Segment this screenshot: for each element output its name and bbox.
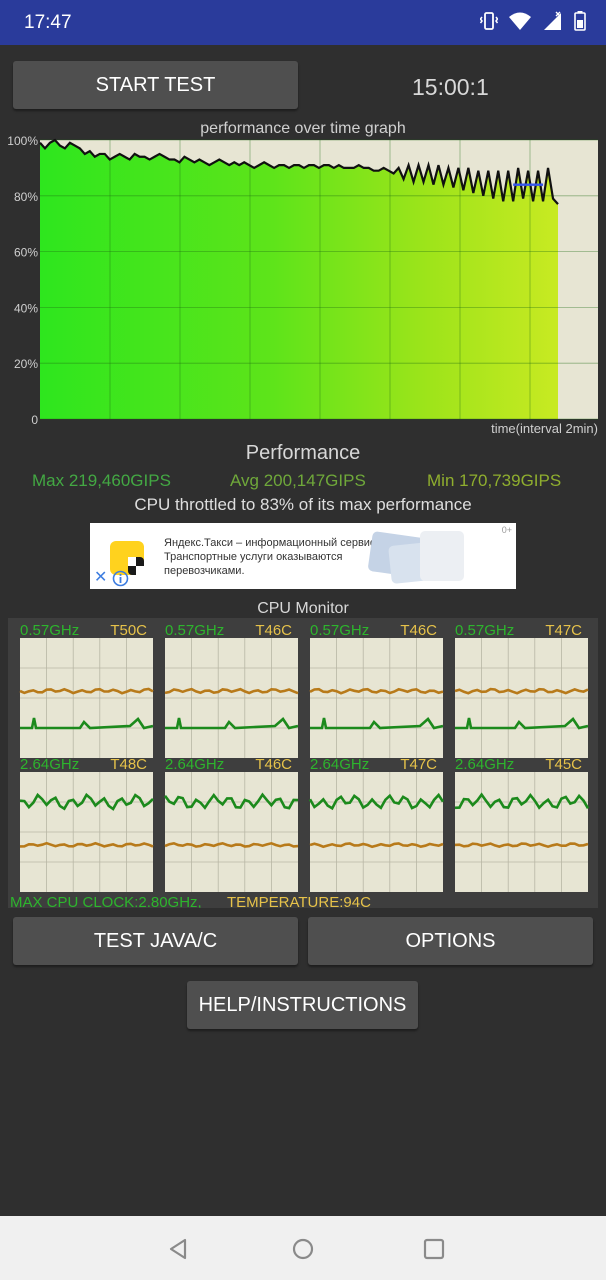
core-frequency-label: 0.57GHz	[310, 622, 369, 639]
max-performance: Max 219,460GIPS	[32, 471, 171, 490]
performance-heading: Performance	[245, 442, 361, 464]
core-frequency-label: 2.64GHz	[310, 756, 369, 773]
ad-text: Яндекс.Такси – информационный сервис. Тр…	[164, 537, 379, 577]
cpu-core-cell: 0.57GHz T50C	[19, 622, 154, 758]
cpu-core-cell: 0.57GHz T46C	[164, 622, 299, 758]
options-button[interactable]: OPTIONS	[308, 917, 593, 965]
core-frequency-label: 0.57GHz	[165, 622, 224, 639]
y-tick-label: 40%	[14, 301, 38, 315]
max-temperature: TEMPERATURE:94C	[227, 894, 371, 908]
cpu-core-cell: 2.64GHz T45C	[454, 756, 590, 892]
back-icon[interactable]	[166, 1237, 190, 1266]
temperature-line	[164, 687, 299, 695]
status-bar: 17:47	[0, 0, 606, 45]
frequency-line	[455, 717, 589, 730]
throttle-message: CPU throttled to 83% of its max performa…	[134, 495, 472, 514]
frequency-line	[310, 717, 444, 730]
core-temperature-label: T47C	[400, 756, 437, 773]
frequency-line	[163, 792, 299, 810]
core-temperature-label: T46C	[400, 622, 437, 639]
performance-area	[40, 140, 558, 419]
yandex-taxi-logo	[110, 541, 144, 575]
cpu-core-cell: 2.64GHz T46C	[163, 756, 299, 892]
performance-line	[39, 138, 559, 205]
temperature-line	[454, 687, 589, 695]
wifi-icon	[508, 11, 532, 36]
frequency-line	[19, 792, 154, 811]
core-frequency-label: 2.64GHz	[20, 756, 79, 773]
min-performance: Min 170,739GIPS	[427, 471, 562, 490]
test-java-c-button[interactable]: TEST JAVA/C	[13, 917, 298, 965]
core-temperature-label: T45C	[545, 756, 582, 773]
frequency-line	[308, 792, 445, 811]
y-tick-label: 0	[31, 413, 38, 427]
cpu-core-cell: 2.64GHz T47C	[308, 756, 445, 892]
frequency-line	[20, 717, 154, 730]
vibrate-icon	[479, 11, 499, 36]
home-icon[interactable]	[291, 1237, 315, 1266]
battery-icon	[574, 11, 586, 36]
cpu-core-cell: 0.57GHz T46C	[309, 622, 444, 758]
ad-info-icon[interactable]	[112, 570, 129, 592]
frequency-line	[454, 792, 590, 810]
temperature-line	[19, 841, 154, 848]
y-tick-label: 100%	[7, 135, 38, 148]
core-temperature-label: T48C	[110, 756, 147, 773]
frequency-line	[165, 717, 299, 730]
navigation-bar	[0, 1216, 606, 1280]
performance-graph: 0 20% 40% 60% 80% 100% time(interval 2min)	[7, 135, 598, 436]
temperature-line	[309, 687, 444, 695]
graph-title: performance over time graph	[200, 120, 406, 137]
core-temperature-label: T50C	[110, 622, 147, 639]
core-frequency-label: 0.57GHz	[20, 622, 79, 639]
help-instructions-button[interactable]: HELP/INSTRUCTIONS	[187, 981, 418, 1029]
ad-cards-image	[368, 531, 464, 584]
core-temperature-label: T46C	[255, 756, 292, 773]
temperature-line	[19, 687, 154, 695]
core-frequency-label: 2.64GHz	[455, 756, 514, 773]
core-frequency-label: 0.57GHz	[455, 622, 514, 639]
ad-age-badge: 0+	[501, 525, 512, 535]
y-tick-label: 60%	[14, 246, 38, 260]
temperature-line	[454, 842, 589, 849]
status-time: 17:47	[24, 12, 72, 33]
close-ad-icon[interactable]: ✕	[94, 569, 108, 586]
core-temperature-label: T46C	[255, 622, 292, 639]
y-tick-label: 20%	[14, 357, 38, 371]
cpu-monitor-title: CPU Monitor	[257, 600, 349, 617]
signal-icon	[542, 11, 564, 36]
x-axis-label: time(interval 2min)	[491, 421, 598, 436]
core-frequency-label: 2.64GHz	[165, 756, 224, 773]
start-test-button[interactable]: START TEST	[13, 61, 298, 109]
core-temperature-label: T47C	[545, 622, 582, 639]
temperature-line	[164, 841, 299, 848]
recents-icon[interactable]	[422, 1237, 446, 1266]
max-cpu-clock: MAX CPU CLOCK:2.80GHz,	[10, 894, 202, 908]
ad-banner[interactable]: Яндекс.Такси – информационный сервис. Тр…	[90, 523, 516, 589]
cpu-monitor-panel: 0.57GHz T50C 0.57GHz T46C 0.57GHz T46C 0.57GHz…	[8, 618, 598, 908]
cpu-core-cell: 0.57GHz T47C	[454, 622, 589, 758]
temperature-line	[309, 842, 444, 849]
cpu-core-cell: 2.64GHz T48C	[19, 756, 154, 892]
test-timer: 15:00:1	[412, 74, 489, 100]
y-tick-label: 80%	[14, 190, 38, 204]
avg-performance: Avg 200,147GIPS	[230, 471, 366, 490]
